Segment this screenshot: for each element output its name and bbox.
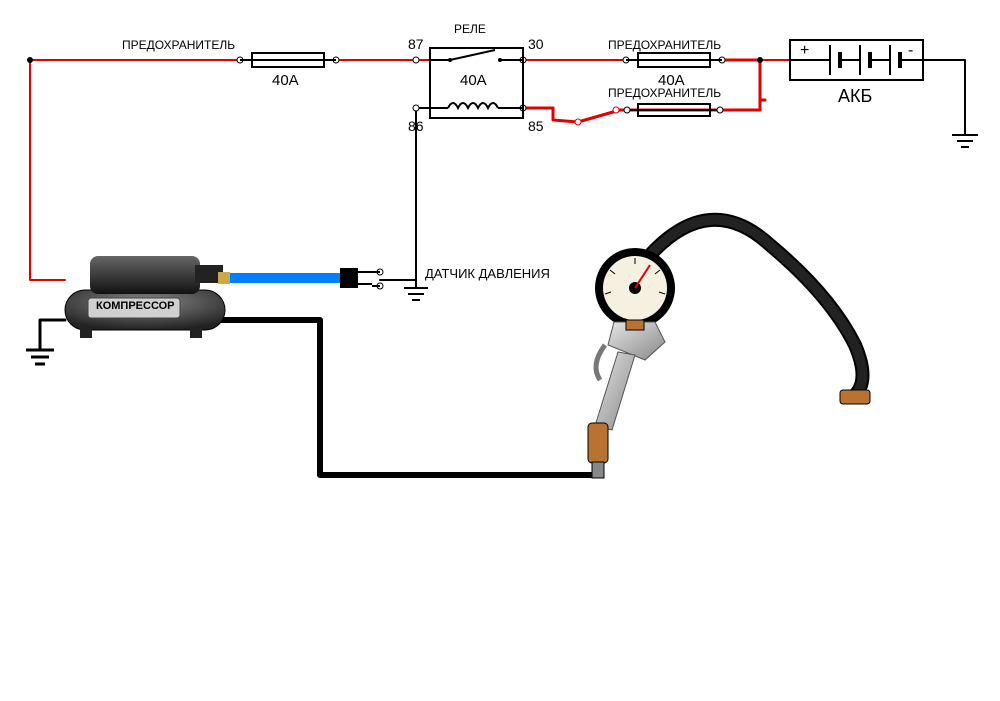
relay-pin-87: 87	[408, 36, 424, 52]
relay-pin-30: 30	[528, 36, 544, 52]
circuit-diagram: ПРЕДОХРАНИТЕЛЬ 40А РЕЛЕ 40А 87 30 86 85 …	[0, 0, 1000, 701]
ground-battery	[952, 135, 978, 147]
battery-label: АКБ	[838, 86, 872, 107]
battery-symbol	[790, 40, 923, 80]
relay-rating: 40А	[460, 72, 487, 89]
fuse-2-label: ПРЕДОХРАНИТЕЛЬ	[608, 38, 721, 52]
relay-pin-86: 86	[408, 118, 424, 134]
compressor-label: КОМПРЕССОР	[96, 300, 175, 312]
compressor-image	[65, 256, 230, 338]
inflator-gun-image	[588, 220, 870, 478]
pressure-sensor-label: ДАТЧИК ДАВЛЕНИЯ	[425, 266, 550, 281]
fuse-1-label: ПРЕДОХРАНИТЕЛЬ	[122, 38, 235, 52]
battery-plus: +	[800, 42, 809, 60]
battery-minus: -	[908, 42, 913, 60]
fuse-2-symbol	[626, 53, 722, 67]
relay-label: РЕЛЕ	[454, 22, 486, 36]
ground-compressor	[26, 350, 54, 364]
fuse-1-symbol	[240, 53, 336, 67]
fuse-3-symbol	[575, 104, 723, 125]
fuse-3-label: ПРЕДОХРАНИТЕЛЬ	[608, 86, 721, 100]
relay-pin-85: 85	[528, 118, 544, 134]
fuse-1-rating: 40А	[272, 72, 299, 89]
pressure-sensor-symbol	[340, 268, 380, 288]
